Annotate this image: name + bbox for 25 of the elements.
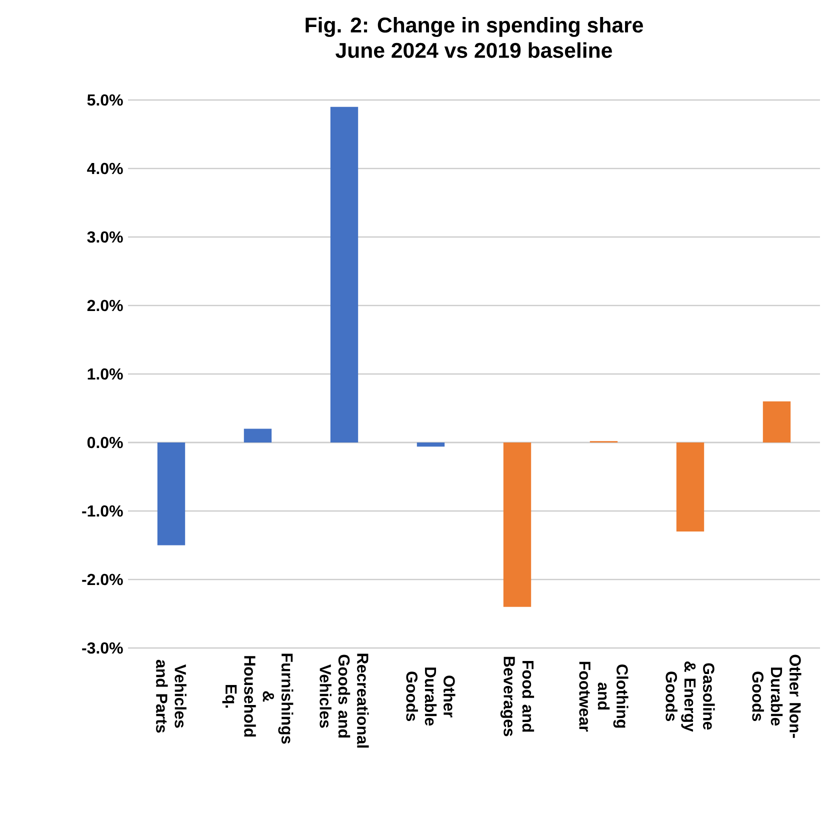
y-tick-label: 5.0%	[87, 94, 123, 106]
bar	[762, 401, 791, 442]
y-tick-label: 2.0%	[87, 300, 123, 312]
y-tick-label: 3.0%	[87, 231, 123, 243]
chart-title: Fig. 2: Change in spending share June 2024 vs 2019 baseline	[306, 16, 643, 58]
y-tick-label: 1.0%	[88, 368, 123, 380]
y-tick-label: -1.0%	[82, 505, 123, 517]
y-tick-label: 4.0%	[87, 162, 123, 174]
bar	[416, 442, 445, 447]
x-tick-label: Other Non-Durable Goods	[752, 654, 802, 738]
x-tick-label: Food and Beverages	[500, 656, 534, 736]
x-tick-label: Gasoline & Energy Goods	[666, 661, 715, 732]
bar	[244, 428, 272, 442]
y-tick-label: 0.0%	[87, 436, 123, 448]
bar	[676, 442, 704, 532]
bar	[330, 106, 358, 442]
x-tick-label: Furnishings & Household Eq.	[222, 654, 294, 744]
x-tick-label: Other Durable Goods	[406, 668, 456, 726]
bar	[503, 442, 532, 607]
bar	[157, 442, 186, 546]
x-tick-label: Clothing and Footwear	[579, 662, 628, 732]
x-tick-label: Vehicles and Parts	[156, 660, 186, 733]
y-tick-label: -3.0%	[82, 642, 123, 654]
y-tick-label: -2.0%	[82, 574, 123, 586]
x-tick-label: Recreational Goods and Vehicles	[320, 654, 369, 748]
